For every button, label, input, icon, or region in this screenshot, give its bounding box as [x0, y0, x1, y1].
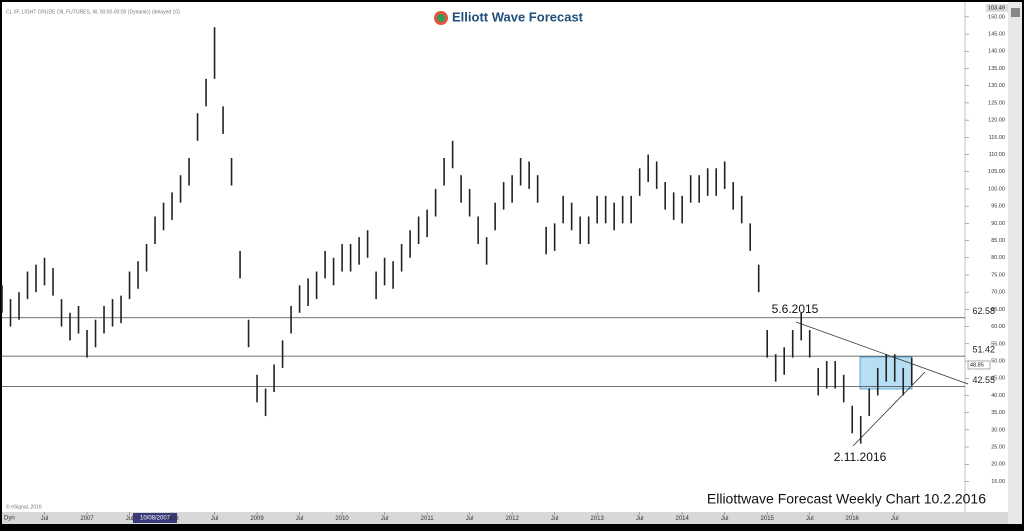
y-tick-label: 85.00 [991, 238, 1005, 244]
y-tick-label: 50.00 [991, 358, 1005, 364]
x-tick-label: Jul [41, 516, 49, 522]
x-axis-strip [2, 512, 1008, 524]
x-tick-label: 2009 [250, 516, 264, 522]
y-tick-label: 75.00 [991, 272, 1005, 278]
x-tick-label: Jul [551, 516, 559, 522]
cursor-date-box [133, 513, 177, 523]
y-tick-label: 15.00 [991, 479, 1005, 485]
trendline-lower [852, 371, 926, 447]
x-tick-label: 2015 [761, 516, 775, 522]
y-tick-label: 80.00 [991, 255, 1005, 261]
cursor-date: 10/08/2007 [140, 516, 171, 522]
logo [434, 11, 448, 25]
y-tick-label: 65.00 [991, 307, 1005, 313]
y-tick-label: 145.00 [988, 32, 1005, 38]
x-tick-label: 2010 [335, 516, 349, 522]
x-tick-label: Jul [296, 516, 304, 522]
copyright: © eSignal, 2016 [6, 503, 42, 510]
plot-background [2, 2, 1008, 512]
y-tick-label: 20.00 [991, 462, 1005, 468]
scrollbar [1008, 2, 1022, 524]
y-tick-label: 40.00 [991, 393, 1005, 399]
level-label: 42.55 [972, 375, 995, 385]
y-tick-label: 35.00 [991, 410, 1005, 416]
header: CL #F, LIGHT CRUDE OIL FUTURES, W, 00:00… [6, 9, 180, 15]
y-tick-label: 130.00 [988, 83, 1005, 89]
x-tick-label: 2007 [80, 516, 94, 522]
level-label: 62.58 [972, 306, 995, 316]
logo-icon-inner [437, 14, 445, 22]
y-tick-label: 45.00 [991, 376, 1005, 382]
y-tick-label: 125.00 [988, 100, 1005, 106]
x-tick-label: 2014 [675, 516, 689, 522]
annotation: 5.6.2015 [772, 302, 819, 316]
last-price: 48.85 [970, 362, 984, 368]
y-tick-label: 25.00 [991, 445, 1005, 451]
x-tick-label: Jul [806, 516, 814, 522]
x-tick-label: 2008 [165, 516, 179, 522]
y-tick-label: 95.00 [991, 204, 1005, 210]
corner-label: Dyn [4, 516, 15, 522]
y-tick-label: 105.00 [988, 169, 1005, 175]
menu-button[interactable] [1011, 8, 1020, 17]
level-label: 51.42 [972, 345, 995, 355]
x-tick-label: 2016 [846, 516, 860, 522]
x-tick-label: Jul [891, 516, 899, 522]
brand: Elliott Wave Forecast [452, 9, 584, 24]
y-tick-label: 150.00 [988, 14, 1005, 20]
top-price-box [986, 4, 1008, 12]
y-tick-label: 90.00 [991, 221, 1005, 227]
y-tick-label: 135.00 [988, 66, 1005, 72]
x-tick-label: Jul [211, 516, 219, 522]
y-tick-label: 140.00 [988, 49, 1005, 55]
x-tick-label: Jul [466, 516, 474, 522]
y-tick-label: 100.00 [988, 186, 1005, 192]
y-tick-label: 30.00 [991, 427, 1005, 433]
x-tick-label: Jul [636, 516, 644, 522]
y-tick-label: 60.00 [991, 324, 1005, 330]
annotation: 2.11.2016 [834, 450, 887, 464]
y-tick-label: 120.00 [988, 118, 1005, 124]
x-tick-label: 2011 [421, 516, 435, 522]
y-tick-label: 110.00 [989, 152, 1005, 158]
x-tick-label: Jul [721, 516, 729, 522]
x-tick-label: Jul [381, 516, 389, 522]
y-tick-label: 115.00 [989, 135, 1005, 141]
x-tick-label: 2012 [505, 516, 519, 522]
top-price: 103.49 [988, 5, 1005, 11]
x-tick-label: 2013 [590, 516, 604, 522]
last-price-box [967, 360, 991, 370]
x-tick-label: Jul [126, 516, 134, 522]
y-tick-label: 55.00 [991, 341, 1005, 347]
trendline-upper [795, 321, 969, 385]
y-tick-label: 70.00 [991, 290, 1005, 296]
footer-title: Elliottwave Forecast Weekly Chart 10.2.2… [707, 491, 986, 507]
